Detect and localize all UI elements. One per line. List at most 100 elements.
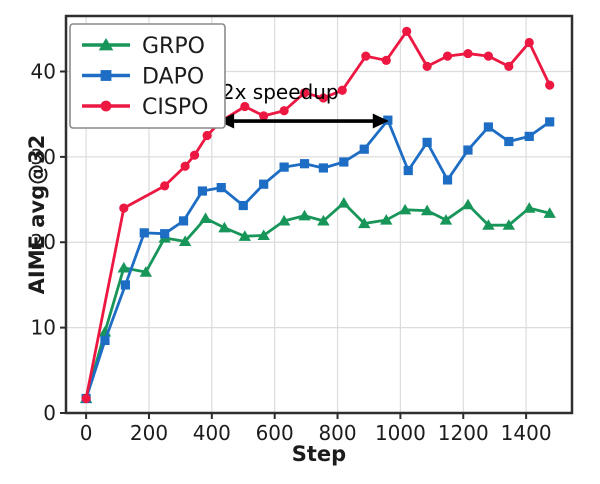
dapo-marker xyxy=(279,162,289,172)
x-axis-label: Step xyxy=(292,442,346,466)
grpo-marker xyxy=(482,219,495,230)
dapo-marker xyxy=(403,165,413,176)
dapo-marker xyxy=(359,144,369,154)
cispo-marker xyxy=(402,26,412,36)
grpo-marker xyxy=(543,207,556,218)
dapo-marker xyxy=(463,145,473,155)
y-tick-label: 30 xyxy=(31,145,56,169)
dapo-marker xyxy=(442,175,453,185)
dapo-marker xyxy=(483,122,493,132)
grpo-marker xyxy=(502,219,516,230)
series-dapo xyxy=(81,115,555,404)
series-cispo xyxy=(81,26,555,404)
grpo-marker xyxy=(218,221,231,233)
x-tick-label: 600 xyxy=(256,421,294,445)
x-tick-label: 1400 xyxy=(501,421,552,445)
dapo-marker xyxy=(383,115,393,125)
grpo-marker xyxy=(298,209,311,221)
cispo-marker xyxy=(202,130,212,141)
speedup-label: 2x speedup xyxy=(222,80,339,104)
dapo-marker xyxy=(318,163,328,173)
cispo-marker xyxy=(381,55,391,65)
grpo-marker xyxy=(257,229,270,241)
cispo-marker xyxy=(504,61,514,71)
legend-label: GRPO xyxy=(142,34,205,59)
grpo-marker xyxy=(398,203,412,215)
y-tick-label: 20 xyxy=(31,230,56,254)
grpo-marker xyxy=(199,212,212,223)
cispo-marker xyxy=(299,88,310,98)
y-axis-label: AIME avg@32 xyxy=(25,135,49,295)
grpo-marker xyxy=(358,217,371,229)
dapo-marker xyxy=(100,335,110,346)
grpo-marker xyxy=(277,214,291,226)
x-tick-label: 400 xyxy=(193,421,231,445)
dapo-marker xyxy=(504,136,514,147)
dapo-marker xyxy=(259,179,269,189)
cispo-marker xyxy=(483,51,493,61)
grpo-marker xyxy=(117,261,131,273)
cispo-marker xyxy=(81,393,91,404)
dapo-marker xyxy=(524,131,534,141)
grpo-marker xyxy=(461,198,475,210)
speedup-annotation: 2x speedup xyxy=(218,80,389,129)
legend: GRPO DAPO CISPO xyxy=(69,23,226,129)
grpo-marker xyxy=(178,235,192,246)
cispo-marker xyxy=(189,150,200,160)
legend-square-icon xyxy=(100,70,112,81)
plot-frame xyxy=(64,14,574,415)
dapo-marker xyxy=(197,186,207,196)
grpo-marker xyxy=(317,214,330,226)
grpo-marker xyxy=(439,214,453,225)
legend-item-grpo[interactable]: GRPO xyxy=(82,34,205,59)
legend-item-cispo[interactable]: CISPO xyxy=(82,95,208,120)
x-tick-label: 1200 xyxy=(438,421,489,445)
cispo-marker xyxy=(361,51,371,61)
cispo-marker xyxy=(240,101,250,112)
grpo-marker xyxy=(420,204,434,216)
cispo-marker xyxy=(463,48,473,59)
dapo-marker xyxy=(216,183,226,193)
y-tick-label: 0 xyxy=(43,401,56,425)
dapo-marker xyxy=(178,216,189,226)
dapo-marker xyxy=(120,280,130,290)
legend-label: DAPO xyxy=(142,65,204,90)
cispo-marker xyxy=(119,203,129,213)
grpo-marker xyxy=(337,196,351,208)
dapo-marker xyxy=(139,228,149,238)
legend-item-dapo[interactable]: DAPO xyxy=(82,65,204,90)
legend-label: CISPO xyxy=(142,95,208,120)
arrow-left-head-icon xyxy=(218,113,235,129)
dapo-marker xyxy=(339,157,349,167)
cispo-marker xyxy=(422,61,432,71)
arrow-right-head-icon xyxy=(372,113,389,129)
dapo-marker xyxy=(160,229,170,239)
x-tick-label: 200 xyxy=(130,421,168,445)
x-tick-label: 1000 xyxy=(375,421,426,445)
cispo-marker xyxy=(160,181,170,191)
cispo-marker xyxy=(524,37,534,48)
dapo-marker xyxy=(299,159,310,169)
dapo-marker xyxy=(238,200,248,211)
cispo-marker xyxy=(442,51,453,61)
cispo-marker xyxy=(259,111,269,121)
cispo-marker xyxy=(279,106,289,116)
grpo-marker xyxy=(238,230,252,241)
x-tick-label: 800 xyxy=(318,421,356,445)
legend-circle-icon xyxy=(100,100,112,112)
cispo-marker xyxy=(337,85,347,95)
dapo-marker xyxy=(422,137,432,147)
grpo-marker xyxy=(380,214,393,225)
cispo-marker xyxy=(318,93,328,103)
y-tick-label: 40 xyxy=(31,59,56,83)
grpo-marker xyxy=(523,202,536,213)
y-tick-label: 10 xyxy=(31,316,56,340)
grpo-marker xyxy=(139,266,153,277)
cispo-marker xyxy=(545,80,555,90)
x-tick-label: 0 xyxy=(80,421,93,445)
legend-triangle-icon xyxy=(98,37,114,51)
dapo-marker xyxy=(545,117,555,127)
cispo-marker xyxy=(180,161,190,171)
